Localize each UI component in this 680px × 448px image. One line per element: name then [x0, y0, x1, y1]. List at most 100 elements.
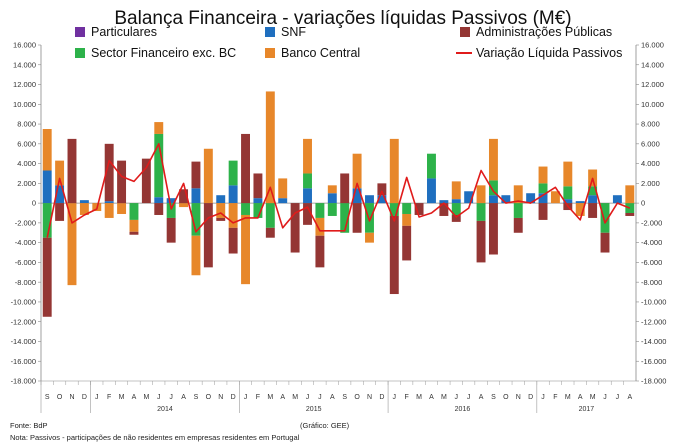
bar-banco-central: [129, 219, 139, 232]
y-tick-label-right: -8.000: [641, 278, 662, 287]
x-tick-label: A: [429, 394, 434, 401]
y-tick-label-left: -10.000: [11, 298, 36, 307]
legend-label: Variação Líquida Passivos: [476, 46, 622, 60]
bar-banco-central: [389, 138, 399, 204]
bar-sector-financeiro-exc-bc: [451, 203, 461, 215]
legend-swatch: [75, 48, 85, 58]
bar-sector-financeiro-exc-bc: [42, 203, 52, 238]
bar-sector-financeiro-exc-bc: [588, 186, 598, 196]
y-tick-label-left: 2.000: [17, 179, 36, 188]
bar-sector-financeiro-exc-bc: [563, 186, 573, 200]
line-variacao-liquida: [46, 143, 631, 238]
bar-snf: [439, 200, 449, 204]
y-tick-label-right: -2.000: [641, 218, 662, 227]
bar-snf: [154, 197, 164, 204]
bar-sector-financeiro-exc-bc: [315, 203, 325, 218]
y-tick-label-right: -4.000: [641, 238, 662, 247]
bar-snf: [488, 195, 498, 204]
bar-administra-es-p-blicas: [241, 133, 250, 204]
y-tick-label-right: -14.000: [641, 337, 666, 346]
x-tick-label: O: [206, 394, 212, 401]
bar-administra-es-p-blicas: [117, 160, 127, 204]
bar-administra-es-p-blicas: [55, 203, 65, 221]
bar-snf: [216, 195, 226, 204]
bar-administra-es-p-blicas: [203, 203, 213, 268]
y-tick-label-left: 4.000: [17, 159, 36, 168]
y-tick-label-left: 16.000: [13, 41, 36, 50]
x-tick-label: M: [590, 394, 596, 401]
y-tick-label-left: 6.000: [17, 139, 36, 148]
bar-snf: [588, 195, 598, 204]
bar-banco-central: [315, 217, 325, 236]
bar-administra-es-p-blicas: [129, 231, 139, 235]
legend: Particulares SNF Administrações Públicas Se…: [75, 25, 622, 60]
y-tick-label-right: -12.000: [641, 317, 666, 326]
y-tick-label-left: 12.000: [13, 80, 36, 89]
bar-snf: [42, 170, 52, 204]
bar-administra-es-p-blicas: [377, 183, 387, 196]
bar-snf: [79, 200, 89, 204]
y-tick-label-right: 8.000: [641, 120, 660, 129]
bar-banco-central: [67, 203, 77, 286]
chart-title: Balança Financeira - variações líquidas …: [114, 8, 571, 29]
bar-sector-financeiro-exc-bc: [402, 203, 412, 214]
bar-snf: [278, 198, 288, 204]
y-tick-label-right: -6.000: [641, 258, 662, 267]
bar-sector-financeiro-exc-bc: [265, 203, 275, 228]
bar-administra-es-p-blicas: [513, 217, 523, 233]
bar-sector-financeiro-exc-bc: [253, 203, 263, 218]
bar-banco-central: [42, 129, 52, 171]
x-tick-label: F: [107, 394, 111, 401]
x-tick-label: F: [405, 394, 409, 401]
x-tick-label: M: [416, 394, 422, 401]
x-tick-label: J: [393, 394, 397, 401]
bar-administra-es-p-blicas: [538, 203, 548, 220]
bar-sector-financeiro-exc-bc: [191, 203, 201, 236]
bar-banco-central: [488, 138, 498, 181]
year-label: 2014: [157, 406, 173, 413]
bar-administra-es-p-blicas: [389, 215, 399, 295]
bar-sector-financeiro-exc-bc: [303, 173, 312, 189]
bar-banco-central: [303, 138, 312, 174]
bar-banco-central: [352, 153, 362, 189]
bar-snf: [538, 193, 548, 204]
bar-snf: [253, 198, 263, 204]
legend-swatch: [75, 27, 85, 37]
bar-administra-es-p-blicas: [600, 232, 610, 253]
y-tick-label-left: -8.000: [15, 278, 36, 287]
x-tick-label: O: [503, 394, 509, 401]
y-tick-label-left: -6.000: [15, 258, 36, 267]
bar-administra-es-p-blicas: [166, 217, 176, 243]
bar-banco-central: [538, 166, 548, 184]
bar-administra-es-p-blicas: [265, 227, 275, 238]
x-tick-label: M: [292, 394, 298, 401]
bar-sector-financeiro-exc-bc: [513, 203, 523, 218]
y-tick-label-right: 2.000: [641, 179, 660, 188]
y-tick-label-left: -18.000: [11, 377, 36, 386]
bar-administra-es-p-blicas: [476, 220, 486, 263]
line-layer: [46, 143, 631, 238]
year-label: 2016: [455, 406, 471, 413]
bar-sector-financeiro-exc-bc: [228, 160, 238, 186]
bar-snf: [451, 199, 461, 204]
x-tick-label: S: [45, 394, 50, 401]
bar-snf: [501, 195, 511, 204]
x-tick-label: M: [143, 394, 149, 401]
bar-banco-central: [563, 161, 573, 187]
x-tick-label: J: [616, 394, 620, 401]
x-tick-label: N: [516, 394, 521, 401]
x-tick-label: M: [267, 394, 273, 401]
x-tick-label: F: [256, 394, 260, 401]
x-tick-label: J: [541, 394, 545, 401]
legend-swatch: [460, 27, 470, 37]
x-tick-label: D: [231, 394, 236, 401]
x-tick-label: D: [379, 394, 384, 401]
x-tick-label: A: [479, 394, 484, 401]
x-tick-label: S: [491, 394, 496, 401]
bar-administra-es-p-blicas: [488, 203, 498, 255]
legend-label: Particulares: [91, 25, 157, 39]
y-tick-label-right: 4.000: [641, 159, 660, 168]
bar-administra-es-p-blicas: [315, 235, 325, 268]
bar-administra-es-p-blicas: [253, 173, 263, 199]
